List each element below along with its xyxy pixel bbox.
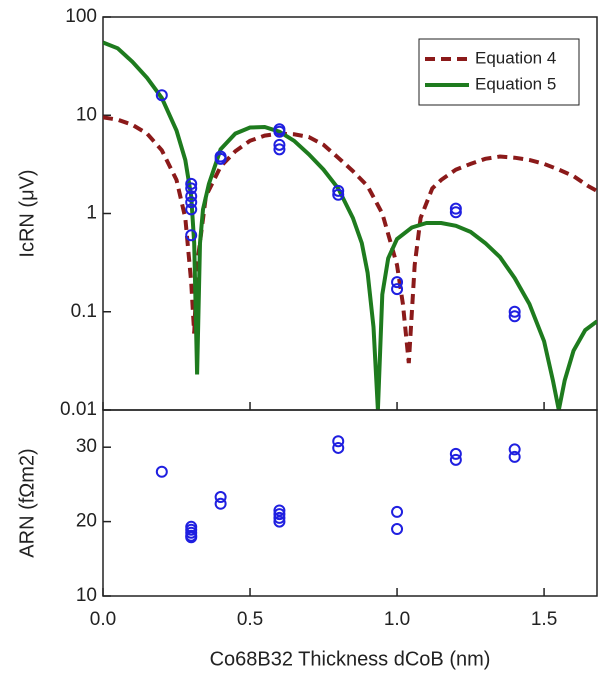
y-tick-label: 0.1 — [71, 301, 97, 322]
point — [508, 450, 521, 463]
point — [508, 443, 521, 456]
point — [508, 310, 521, 323]
point — [391, 523, 404, 536]
point — [185, 190, 198, 203]
point — [449, 202, 462, 215]
x-tick-label: 1.0 — [384, 609, 410, 630]
point — [185, 196, 198, 209]
point — [185, 177, 198, 190]
y-tick-label: 10 — [76, 585, 97, 606]
point — [391, 505, 404, 518]
point — [185, 182, 198, 195]
point — [332, 184, 345, 197]
y-axis-label: ARN (fΩm2) — [16, 448, 38, 557]
point — [273, 125, 286, 138]
point — [185, 531, 198, 544]
y-tick-label: 20 — [76, 511, 97, 532]
point — [449, 447, 462, 460]
point — [332, 441, 345, 454]
x-tick-label: 1.5 — [531, 609, 557, 630]
y-tick-label: 30 — [76, 436, 97, 457]
point — [508, 305, 521, 318]
point — [273, 508, 286, 521]
line — [103, 40, 597, 410]
point — [332, 435, 345, 448]
point — [155, 465, 168, 478]
point — [273, 504, 286, 517]
x-tick-label: 0.5 — [237, 609, 263, 630]
plot-frame — [102, 409, 598, 597]
point — [391, 283, 404, 296]
point — [214, 152, 227, 165]
y-axis-label: IcRN (μV) — [16, 169, 38, 257]
plot-area — [103, 40, 597, 410]
legend-label: Equation 5 — [475, 74, 556, 93]
point — [214, 491, 227, 504]
point — [185, 203, 198, 216]
point — [449, 453, 462, 466]
line — [103, 115, 597, 364]
x-axis-label: Co68B32 Thickness dCoB (nm) — [210, 648, 491, 670]
point — [214, 497, 227, 510]
point — [391, 276, 404, 289]
x-tick-label: 0.0 — [90, 609, 116, 630]
point — [273, 511, 286, 524]
point — [332, 188, 345, 201]
legend-label: Equation 4 — [475, 48, 556, 67]
legend-box — [418, 38, 580, 106]
point — [273, 138, 286, 151]
y-tick-label: 1 — [86, 203, 97, 224]
point — [273, 143, 286, 156]
point — [185, 229, 198, 242]
y-tick-label: 10 — [76, 104, 97, 125]
point — [273, 515, 286, 528]
point — [449, 206, 462, 219]
point — [155, 89, 168, 102]
y-tick-label: 100 — [65, 6, 97, 27]
y-tick-label: 0.01 — [60, 399, 97, 420]
